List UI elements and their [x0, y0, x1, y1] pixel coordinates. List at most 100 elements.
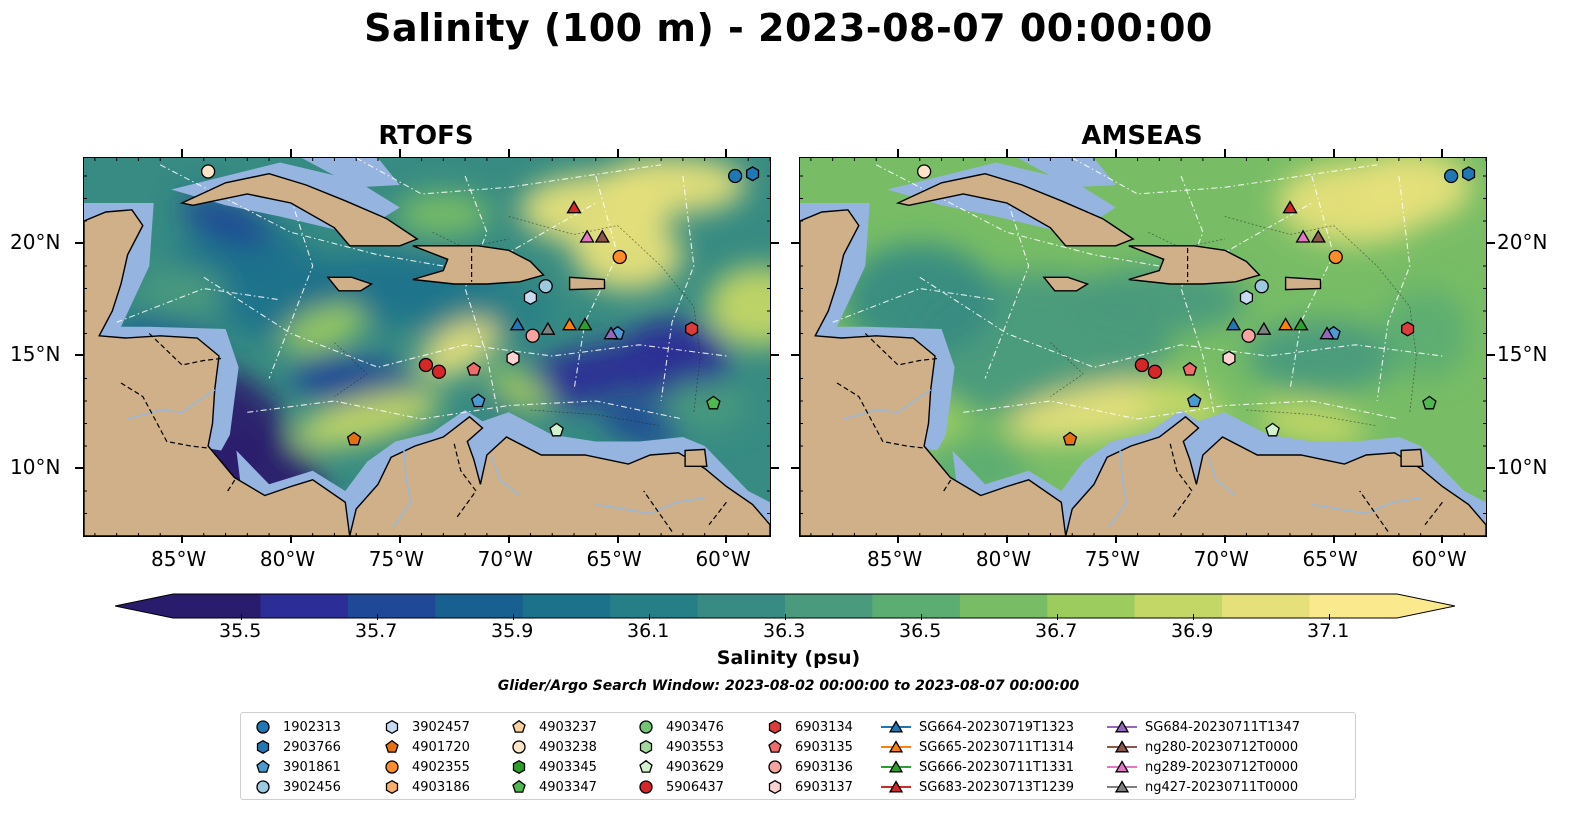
legend-marker-icon: [1107, 760, 1137, 773]
obs-marker-ng280-20230712T0000[interactable]: [594, 229, 610, 243]
lat-tick-label: 10°N: [10, 454, 61, 479]
obs-marker-SG666-20230711T1331[interactable]: [1293, 317, 1309, 331]
search-window-text: Glider/Argo Search Window: 2023-08-02 00…: [497, 678, 1080, 694]
obs-marker-4901720[interactable]: [1062, 431, 1078, 446]
lon-tick-mark: [1332, 149, 1335, 157]
obs-marker-SG683-20230713T1239[interactable]: [1282, 200, 1298, 214]
legend-marker-icon: [881, 720, 911, 733]
legend-marker-icon: [385, 760, 399, 774]
colorbar-tick-label: 36.1: [627, 620, 670, 642]
obs-marker-3902457[interactable]: [523, 289, 538, 306]
obs-marker-2903766[interactable]: [746, 166, 760, 182]
colorbar-tick-label: 36.7: [1035, 620, 1078, 642]
obs-marker-3902457[interactable]: [1239, 289, 1254, 306]
legend-marker-icon: [385, 779, 399, 795]
lon-tick-mark: [725, 535, 728, 543]
obs-marker-6903136[interactable]: [525, 328, 540, 343]
obs-marker-ng427-20230711T0000[interactable]: [540, 321, 556, 335]
legend-label: 4903237: [539, 719, 597, 735]
obs-marker-4902355[interactable]: [612, 249, 627, 265]
map-panel-amseas[interactable]: [799, 157, 1487, 537]
lat-tick-label: 10°N: [1497, 454, 1548, 479]
obs-marker-5906437[interactable]: [418, 357, 434, 373]
legend-item: SG664-20230719T1323: [881, 717, 1074, 737]
country-borders: [836, 248, 1443, 532]
obs-marker-4903629[interactable]: [1265, 422, 1280, 437]
obs-marker-6903136[interactable]: [1241, 328, 1256, 343]
obs-marker-4903347[interactable]: [1422, 395, 1437, 410]
obs-marker-2903766[interactable]: [1462, 166, 1476, 182]
legend-marker-icon: [1107, 720, 1137, 733]
obs-marker-4903238[interactable]: [916, 164, 932, 179]
obs-marker-ng280-20230712T0000[interactable]: [1310, 229, 1326, 243]
obs-marker-4901720[interactable]: [346, 431, 362, 446]
map-canvas-rtofs[interactable]: [84, 158, 770, 536]
legend-marker-icon: [256, 739, 270, 755]
obs-marker-6903134[interactable]: [1401, 321, 1415, 337]
obs-marker-4903629[interactable]: [549, 422, 564, 437]
legend-item: ng427-20230711T0000: [1107, 777, 1298, 797]
colorbar-bin: [260, 594, 349, 618]
obs-marker-3902456[interactable]: [538, 279, 553, 294]
obs-marker-SG684-20230711T1347[interactable]: [603, 326, 619, 340]
obs-marker-4902355[interactable]: [1328, 249, 1343, 265]
lat-tick-label: 20°N: [10, 229, 61, 254]
colorbar: [115, 593, 1455, 619]
lon-tick-label: 65°W: [586, 547, 642, 571]
lat-tick-mark: [1487, 354, 1495, 356]
obs-marker-SG665-20230711T1314[interactable]: [562, 317, 578, 331]
colorbar-tick-mark: [648, 614, 650, 620]
lon-tick-mark: [1005, 535, 1008, 543]
obs-marker-6903135[interactable]: [466, 361, 482, 376]
obs-marker-5906437[interactable]: [1134, 357, 1150, 373]
obs-marker-1902313[interactable]: [728, 168, 743, 184]
lon-tick-label: 60°W: [695, 547, 751, 571]
obs-marker-5906437[interactable]: [1147, 364, 1163, 379]
legend-marker-icon: [639, 759, 653, 773]
legend-item: 4903347: [507, 777, 597, 797]
obs-marker-4903238[interactable]: [200, 164, 216, 179]
obs-marker-SG665-20230711T1314[interactable]: [1278, 317, 1294, 331]
legend-label: 6903135: [795, 739, 853, 755]
lon-tick-mark: [1441, 535, 1444, 543]
map-canvas-amseas[interactable]: [800, 158, 1486, 536]
obs-marker-3901861[interactable]: [470, 393, 486, 408]
colorbar-bin: [697, 594, 786, 618]
obs-marker-SG664-20230719T1323[interactable]: [1225, 317, 1242, 331]
obs-marker-SG683-20230713T1239[interactable]: [566, 200, 582, 214]
colorbar-tick-mark: [512, 614, 514, 620]
legend-label: 6903134: [795, 719, 853, 735]
obs-marker-5906437[interactable]: [431, 364, 447, 379]
colorbar-tick-mark: [784, 614, 786, 620]
obs-marker-1902313[interactable]: [1444, 168, 1459, 184]
obs-marker-3901861[interactable]: [1186, 393, 1202, 408]
figure-title: Salinity (100 m) - 2023-08-07 00:00:00: [364, 6, 1213, 50]
obs-marker-6903137[interactable]: [506, 350, 520, 366]
obs-marker-ng289-20230712T0000[interactable]: [1295, 229, 1311, 243]
legend-marker-icon: [639, 720, 653, 734]
lon-tick-mark: [897, 535, 899, 543]
legend-label: 4903347: [539, 779, 597, 795]
obs-marker-3902456[interactable]: [1254, 279, 1269, 294]
colorbar-tick-label: 35.7: [355, 620, 398, 642]
map-panel-rtofs[interactable]: [83, 157, 771, 537]
obs-marker-ng289-20230712T0000[interactable]: [579, 229, 595, 243]
lon-tick-mark: [507, 535, 510, 543]
lon-tick-mark: [181, 149, 183, 157]
obs-marker-SG666-20230711T1331[interactable]: [577, 317, 593, 331]
legend-marker-icon: [768, 719, 782, 735]
obs-marker-6903134[interactable]: [685, 321, 699, 337]
obs-marker-6903137[interactable]: [1222, 350, 1236, 366]
legend-item: 4903186: [380, 777, 470, 797]
lon-tick-mark: [398, 149, 401, 157]
colorbar-tick-label: 36.5: [899, 620, 942, 642]
legend-label: SG664-20230719T1323: [919, 719, 1075, 735]
obs-marker-ng427-20230711T0000[interactable]: [1256, 321, 1272, 335]
legend-label: SG666-20230711T1331: [919, 759, 1075, 775]
obs-marker-SG664-20230719T1323[interactable]: [509, 317, 526, 331]
obs-marker-4903347[interactable]: [706, 395, 721, 410]
colorbar-bin: [872, 594, 961, 618]
obs-marker-SG684-20230711T1347[interactable]: [1319, 326, 1335, 340]
obs-marker-6903135[interactable]: [1182, 361, 1198, 376]
legend-label: 4901720: [412, 739, 470, 755]
